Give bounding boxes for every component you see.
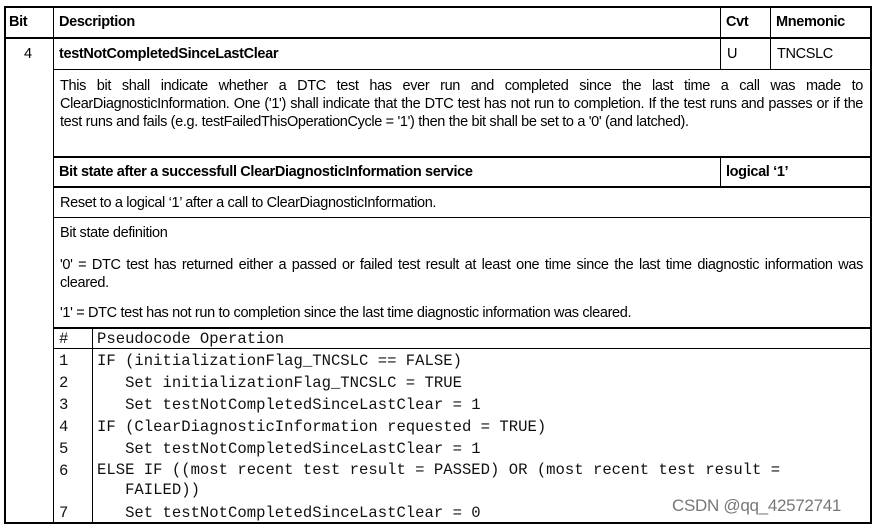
divider — [720, 6, 721, 70]
pseudocode-num: 5 — [59, 440, 69, 458]
pseudocode-op: IF (initializationFlag_TNCSLC == FALSE) — [97, 352, 462, 370]
watermark: CSDN @qq_42572741 — [672, 496, 842, 515]
divider — [720, 157, 721, 187]
pseudocode-op: Set testNotCompletedSinceLastClear = 1 — [97, 396, 481, 414]
pseudocode-num: 4 — [59, 418, 69, 436]
after-clear-label: Bit state after a successfull ClearDiagn… — [59, 164, 473, 180]
cvt-value: U — [727, 46, 738, 62]
divider — [53, 327, 872, 329]
after-clear-text: Reset to a logical ‘1’ after a call to C… — [60, 195, 437, 211]
header-cvt: Cvt — [726, 14, 749, 30]
header-bit: Bit — [9, 14, 28, 30]
divider — [92, 328, 93, 524]
bit-number: 4 — [24, 46, 32, 62]
divider — [53, 217, 872, 218]
pseudocode-num: 6 — [59, 462, 69, 480]
pseudocode-op: Set testNotCompletedSinceLastClear = 1 — [97, 440, 481, 458]
divider — [4, 37, 872, 39]
bit-description: This bit shall indicate whether a DTC te… — [60, 78, 863, 130]
divider — [770, 6, 771, 70]
pseudocode-num: 1 — [59, 352, 69, 370]
after-clear-value: logical ‘1’ — [726, 164, 789, 180]
bit-name: testNotCompletedSinceLastClear — [59, 46, 279, 62]
pseudocode-op: Set initializationFlag_TNCSLC = TRUE — [97, 374, 462, 392]
pseudocode-op: ELSE IF ((most recent test result = PASS… — [97, 461, 781, 499]
definition-one: '1' = DTC test has not run to completion… — [60, 305, 632, 321]
pseudocode-op: Set testNotCompletedSinceLastClear = 0 — [97, 504, 481, 522]
divider — [53, 186, 872, 188]
pseudocode-op: IF (ClearDiagnosticInformation requested… — [97, 418, 547, 436]
header-mnemonic: Mnemonic — [776, 14, 845, 30]
divider — [53, 348, 872, 349]
definition-zero: '0' = DTC test has returned either a pas… — [60, 257, 863, 291]
divider — [53, 6, 54, 524]
header-description: Description — [59, 14, 135, 30]
divider — [53, 156, 872, 158]
definition-title: Bit state definition — [60, 225, 168, 241]
pseudocode-num: 2 — [59, 374, 69, 392]
pseudocode-num: 7 — [59, 504, 69, 522]
pseudocode-header-op: Pseudocode Operation — [97, 330, 285, 348]
table-border — [4, 6, 872, 524]
pseudocode-num: 3 — [59, 396, 69, 414]
pseudocode-header-num: # — [59, 330, 69, 348]
mnemonic-value: TNCSLC — [777, 46, 833, 62]
divider — [53, 69, 872, 70]
